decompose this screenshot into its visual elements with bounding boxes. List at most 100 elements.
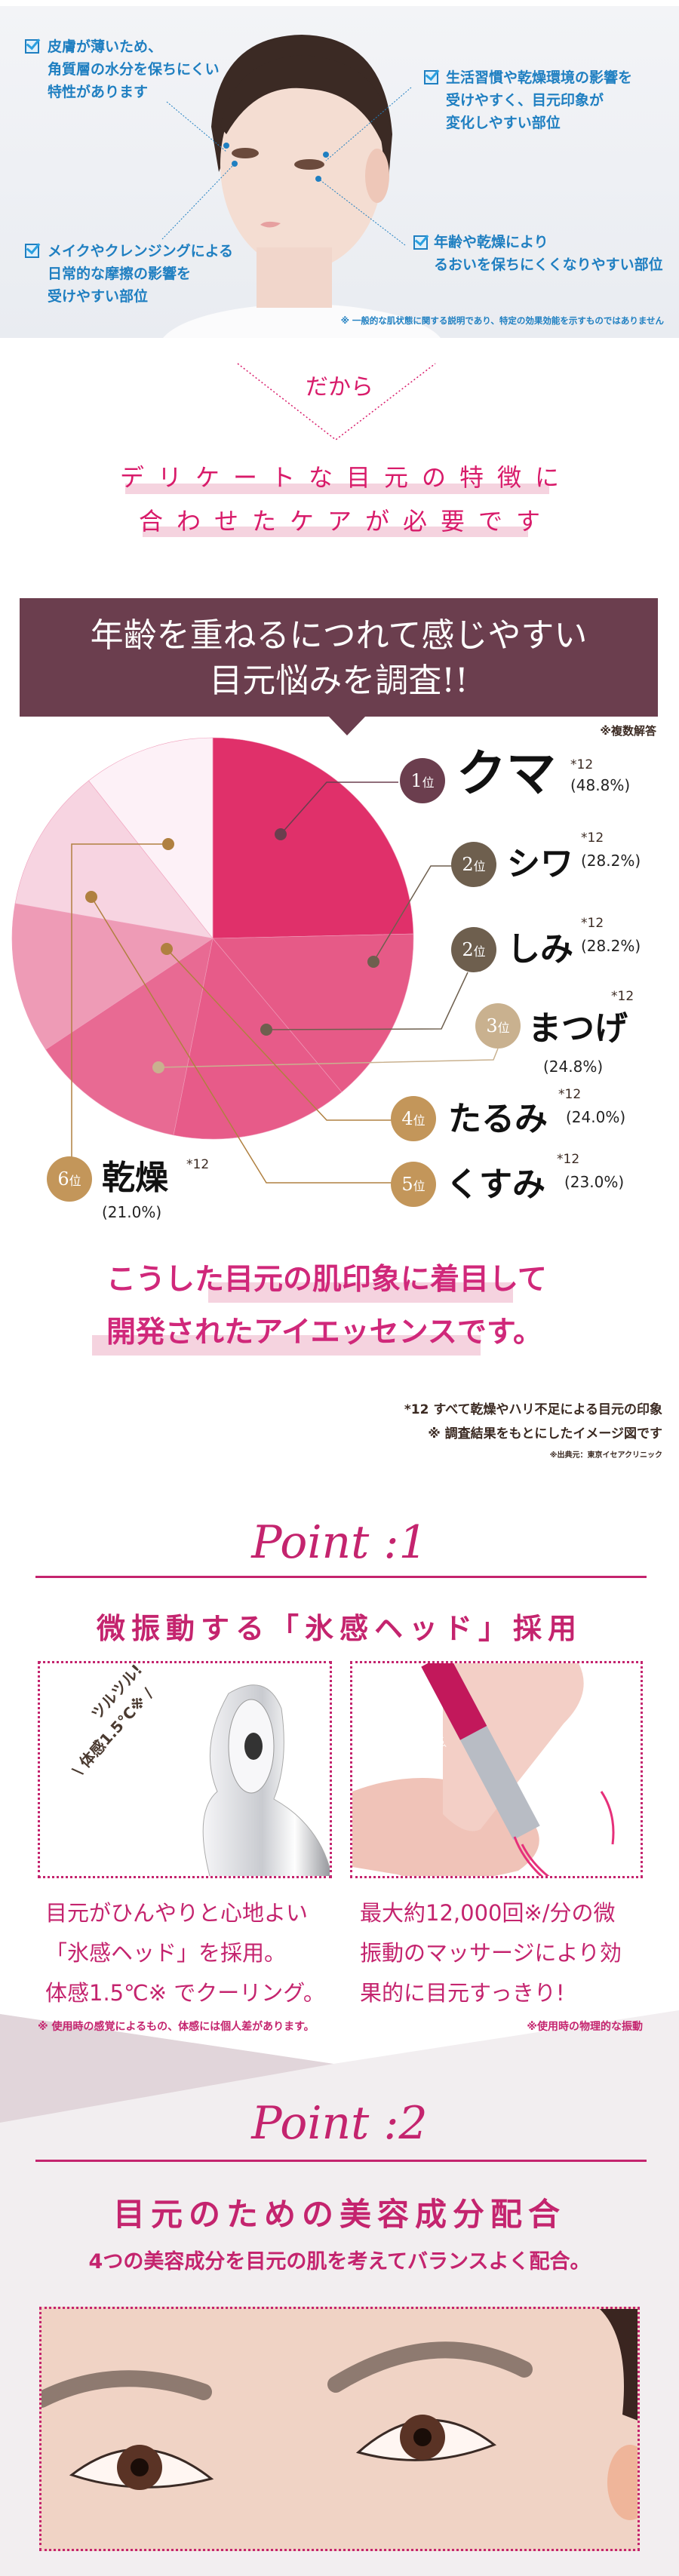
concern-label: くすみ [446,1165,545,1204]
banner-line-1: 年齢を重ねるにつれて感じやすい [90,616,588,655]
divider-line [35,1576,647,1578]
leader-dot [85,891,97,903]
highlight-bar [208,1282,513,1303]
footnote-mark: *12 [557,1152,580,1167]
callout-line: メイクやクレンジングによる [48,243,234,259]
rank-badge: 6位 [47,1156,92,1202]
callout-thin-skin: 皮膚が薄いため、 角質層の水分を保ちにくい 特性があります [48,35,220,103]
multi-answer-note: ※複数解答 [600,724,656,738]
point1-left-note: ※ 使用時の感覚によるもの、体感には個人差があります。 [38,2021,315,2033]
pie-slice-1 [212,737,414,939]
leader-dot [367,956,379,968]
banner-line-2: 目元悩みを調査!! [209,662,469,700]
rank-badge: 5位 [391,1162,436,1207]
concern-label: しみ [507,930,573,969]
rank-suffix: 位 [497,1021,510,1035]
footnote-mark: *12 [558,1087,582,1102]
rank-badge: 3位 [475,1003,521,1049]
pie-slice-3 [173,938,343,1140]
rank-number: 4 [401,1108,413,1129]
checkbox-icon [413,235,428,250]
pie-slice-5 [11,903,214,1050]
pie-slice-7 [88,737,214,939]
concern-percentage: (48.8%) [570,776,631,794]
leader-dot [260,1024,272,1036]
leader-dot [152,1061,164,1073]
leader-dot [162,838,174,850]
concern-label: まつげ [528,1009,628,1048]
point1-script-heading: Point :1 [251,1516,428,1569]
leader-line [373,865,453,963]
checkbox-icon [424,70,438,84]
rank-suffix: 位 [473,859,486,874]
point1-right-note: ※使用時の物理的な振動 [527,2021,643,2033]
vibration-photo: essence premier [350,1661,643,1878]
ice-head-photo: ツルツル! \ 体感1.5℃※ / [38,1661,332,1878]
concern-percentage: (24.8%) [543,1058,604,1076]
eyes-image [41,2309,638,2549]
concern-label: シワ [507,845,573,883]
dakara-label: だから [306,374,373,401]
concern-percentage: (23.0%) [564,1173,625,1191]
highlight-bar [92,1335,481,1356]
leader-dot [275,828,287,840]
callout-lifestyle: 生活習慣や乾燥環境の影響を 受けやすく、目元印象が 変化しやすい部位 [446,66,632,134]
footnote-12: *12 すべて乾燥やハリ不足による目元の印象 [404,1402,662,1417]
rank-badge: 2位 [451,927,496,972]
point2-script-heading: Point :2 [251,2097,428,2150]
callout-line: 角質層の水分を保ちにくい [48,61,220,78]
callout-line: 年齢や乾燥により [434,234,548,250]
rank-number: 2 [462,939,474,960]
rank-suffix: 位 [413,1113,426,1128]
callout-line: 変化しやすい部位 [446,115,561,131]
point1-left-description: 目元がひんやりと心地よい 「氷感ヘッド」を採用。 体感1.5℃※ でクーリング。 [45,1893,325,2013]
concern-percentage: (24.0%) [566,1108,626,1126]
concern-label: 乾燥 [102,1159,168,1197]
leader-line [71,843,168,1158]
pie-slice-6 [14,780,214,939]
rank-suffix: 位 [413,1179,426,1193]
highlight-bar [143,527,528,537]
leader-dot [161,943,173,955]
description-line: 果的に目元すっきり! [360,1980,565,2006]
leader-line [158,1048,499,1068]
footnote-mark: *12 [611,989,634,1004]
pie-slice-4 [45,938,214,1136]
description-line: 振動のマッサージにより効 [360,1940,622,1966]
conclusion-line-1: こうした目元の肌印象に着目して [106,1263,547,1297]
rank-suffix: 位 [422,775,435,790]
description-line: 「氷感ヘッド」を採用。 [45,1940,287,1966]
footnote-mark: *12 [581,831,604,846]
point1-title: 微振動する「氷感ヘッド」採用 [96,1612,582,1645]
footnote-mark: *12 [570,757,594,772]
pie-slice-2 [212,933,414,1093]
eye-closeup-photo [39,2307,640,2551]
rank-number: 1 [410,770,422,791]
point2-title: 目元のための美容成分配合 [112,2196,566,2233]
callout-line: 受けやすく、目元印象が [446,92,604,109]
callout-line: 日常的な摩擦の影響を [48,266,192,282]
callout-line: 受けやすい部位 [48,288,149,305]
description-line: 体感1.5℃※ でクーリング。 [45,1980,325,2006]
rank-number: 5 [401,1174,413,1195]
headline-line-2: 合わせたケアが必要です [138,507,554,536]
point2-subtitle: 4つの美容成分を目元の肌を考えてバランスよく配合。 [88,2250,591,2274]
concern-label: たるみ [448,1100,548,1138]
point1-right-description: 最大約12,000回※/分の微 振動のマッサージにより効 果的に目元すっきり! [360,1893,622,2013]
footnote-image: ※ 調査結果をもとにしたイメージ図です [428,1426,662,1442]
checkbox-icon [25,39,39,54]
ice-head-device-image [202,1684,330,1876]
concern-percentage: (28.2%) [581,937,641,955]
rank-number: 2 [462,854,474,875]
callout-aging: 年齢や乾燥により るおいを保ちにくくなりやすい部位 [434,231,663,276]
callout-friction: メイクやクレンジングによる 日常的な摩擦の影響を 受けやすい部位 [48,240,233,308]
headline-line-1: デリケートな目元の特徴に [119,463,573,492]
concern-percentage: (28.2%) [581,852,641,870]
rank-suffix: 位 [473,944,486,959]
callout-line: 生活習慣や乾燥環境の影響を [446,69,633,86]
hero-image-section: 皮膚が薄いため、 角質層の水分を保ちにくい 特性があります 生活習慣や乾燥環境の… [0,6,679,338]
leader-line [91,896,392,1184]
highlight-bar [125,484,549,494]
rank-badge: 4位 [391,1096,436,1141]
callout-line: るおいを保ちにくくなりやすい部位 [434,256,663,273]
